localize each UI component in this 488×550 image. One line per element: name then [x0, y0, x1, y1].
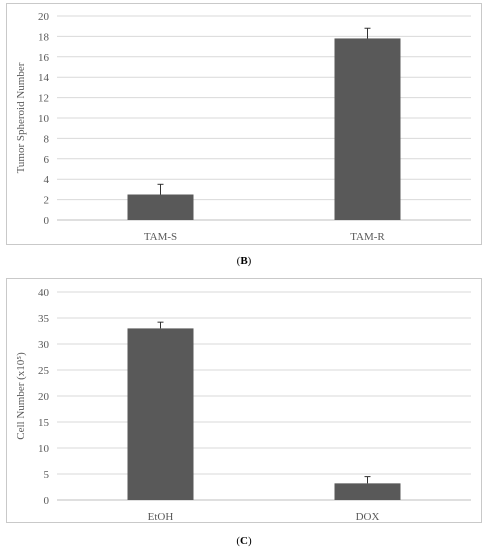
- caption-c-open: (: [236, 535, 241, 547]
- chart-b-ytick-label: 6: [44, 154, 50, 166]
- chart-c-ylabel: Cell Number (x10⁵): [15, 352, 27, 440]
- caption-b-close: ): [247, 255, 252, 267]
- chart-b-xtick-label: TAM-R: [350, 231, 385, 243]
- caption-b-open: (: [236, 255, 241, 267]
- caption-b: (B): [0, 255, 488, 267]
- caption-c-close: ): [247, 535, 252, 547]
- chart-c-ytick-label: 5: [44, 469, 50, 481]
- chart-b-bar-tam-r: [334, 38, 401, 220]
- chart-c-ytick-label: 40: [38, 287, 50, 299]
- chart-c-ytick-label: 25: [38, 365, 50, 377]
- chart-b-ytick-label: 8: [44, 133, 50, 145]
- caption-c-label: C: [240, 535, 248, 547]
- chart-b-ytick-label: 18: [38, 31, 50, 43]
- chart-c-ytick-label: 0: [44, 495, 50, 507]
- chart-b-ytick-label: 14: [38, 72, 50, 84]
- chart-c-bar-dox: [334, 483, 401, 500]
- chart-b-xtick-label: TAM-S: [144, 231, 177, 243]
- chart-b-ytick-label: 2: [44, 195, 50, 207]
- chart-b-ytick-label: 20: [38, 11, 50, 23]
- chart-b-svg: 0 2 4 6 8 10 12 14 16 18 20 Tumor Spheroid Number TA…: [15, 11, 471, 243]
- caption-b-label: B: [240, 255, 248, 267]
- chart-b-ytick-label: 0: [44, 215, 50, 227]
- chart-b-ylabel: Tumor Spheroid Number: [15, 62, 27, 173]
- chart-panel-c: 0 5 10 15 20 25 30 35 40 Cell Number (x10⁵) EtOH DO…: [6, 278, 482, 523]
- chart-c-xtick-label: DOX: [356, 511, 380, 522]
- chart-b-bar-tam-s: [127, 194, 194, 220]
- chart-c-ytick-label: 10: [38, 443, 50, 455]
- chart-c-ytick-label: 30: [38, 339, 50, 351]
- chart-b-ytick-label: 10: [38, 113, 50, 125]
- chart-c-bar-etoh: [127, 328, 194, 500]
- chart-b-ytick-label: 12: [38, 93, 49, 105]
- chart-b-ytick-label: 4: [44, 174, 50, 186]
- chart-panel-b: 0 2 4 6 8 10 12 14 16 18 20 Tumor Spheroid Number TA…: [6, 3, 482, 245]
- chart-c-ytick-label: 20: [38, 391, 50, 403]
- chart-c-ytick-label: 15: [38, 417, 50, 429]
- caption-c: (C): [0, 535, 488, 547]
- chart-c-ytick-label: 35: [38, 313, 50, 325]
- chart-c-xtick-label: EtOH: [148, 511, 174, 522]
- chart-c-svg: 0 5 10 15 20 25 30 35 40 Cell Number (x10⁵) EtOH DO…: [15, 287, 471, 523]
- chart-b-ytick-label: 16: [38, 52, 50, 64]
